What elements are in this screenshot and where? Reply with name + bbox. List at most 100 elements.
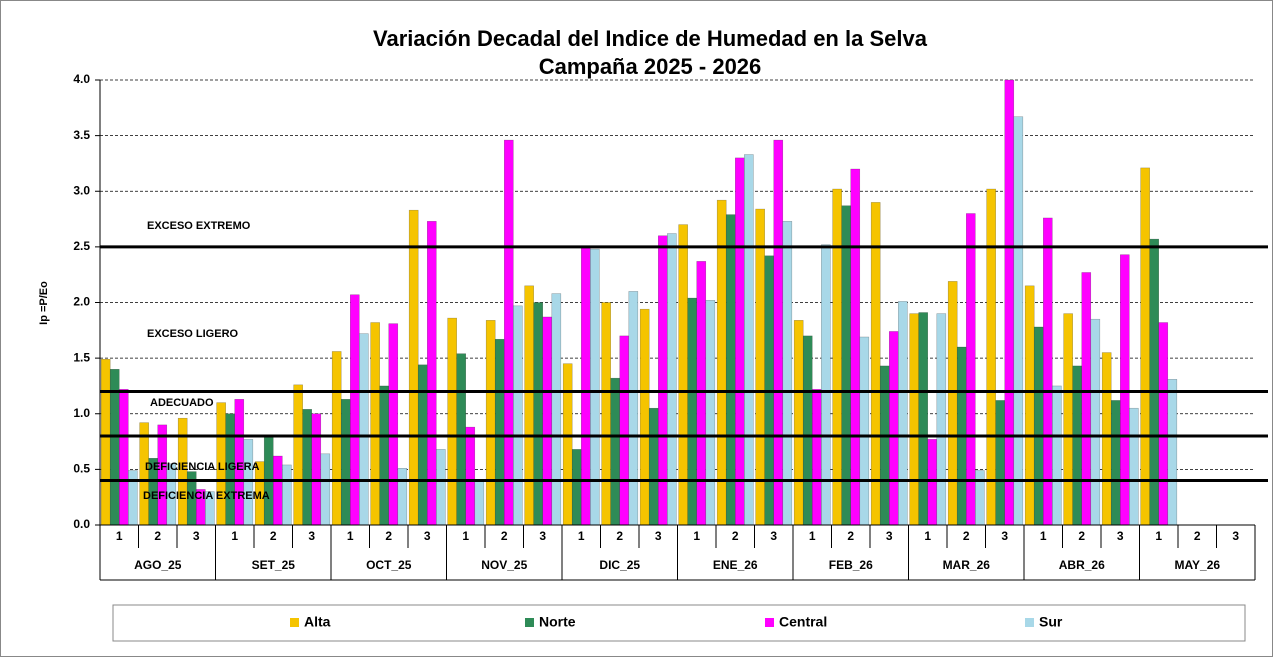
bar (1033, 326, 1044, 526)
bar (705, 300, 716, 526)
x-tick-label: 3 (424, 529, 431, 543)
legend-label: Central (779, 614, 827, 630)
x-tick-label: 1 (924, 529, 931, 543)
y-tick-label: 0.5 (73, 462, 90, 476)
bar (832, 188, 842, 526)
bar (601, 302, 611, 526)
bar (1024, 285, 1035, 526)
bar (456, 353, 467, 526)
bar (1081, 272, 1092, 526)
bar (802, 335, 813, 526)
bar (995, 400, 1006, 526)
x-tick-label: 1 (116, 529, 123, 543)
legend-label: Norte (539, 614, 576, 630)
bar (1167, 379, 1178, 526)
chart-title: Variación Decadal del Indice de Humedad … (373, 26, 928, 51)
bar (1101, 352, 1112, 526)
bar (139, 422, 149, 526)
bar (128, 470, 138, 526)
y-tick-label: 3.0 (73, 183, 90, 197)
bar (841, 205, 852, 526)
legend-swatch (290, 618, 299, 627)
x-tick-label: 1 (347, 529, 354, 543)
bar (936, 313, 947, 526)
group-label: ENE_26 (713, 558, 758, 572)
bar (397, 468, 408, 526)
bar (755, 208, 765, 526)
x-tick-label: 3 (308, 529, 315, 543)
group-label: NOV_25 (481, 558, 527, 572)
bar (696, 261, 707, 526)
bar (302, 409, 313, 526)
x-tick-label: 3 (770, 529, 777, 543)
bar (379, 385, 390, 526)
bar (1129, 407, 1139, 526)
bar (436, 449, 446, 526)
bar (975, 470, 985, 526)
x-tick-label: 3 (193, 529, 200, 543)
x-tick-label: 2 (847, 529, 854, 543)
x-tick-label: 1 (1040, 529, 1047, 543)
bar (542, 316, 553, 526)
group-label: SET_25 (252, 558, 296, 572)
bar (879, 365, 890, 526)
x-tick-label: 2 (501, 529, 508, 543)
bar (1090, 318, 1101, 526)
y-tick-label: 4.0 (73, 72, 90, 86)
bar (370, 322, 380, 526)
bar (1140, 167, 1150, 526)
bar (551, 293, 562, 526)
x-tick-label: 2 (270, 529, 277, 543)
group-label: AGO_25 (134, 558, 182, 572)
bar (966, 213, 976, 526)
x-tick-label: 1 (1155, 529, 1162, 543)
legend-label: Alta (304, 614, 331, 630)
bar (359, 333, 369, 526)
bar (947, 281, 958, 526)
bar (725, 214, 736, 526)
group-label: MAR_26 (943, 558, 991, 572)
bar (859, 336, 870, 526)
bar (773, 139, 784, 526)
legend-box (112, 604, 1246, 642)
bar (417, 364, 428, 526)
bar (927, 439, 938, 526)
bar (1120, 254, 1130, 526)
bar (918, 312, 929, 526)
x-tick-label: 2 (1078, 529, 1085, 543)
group-label: MAY_26 (1174, 558, 1220, 572)
bar (388, 323, 399, 526)
x-tick-label: 2 (963, 529, 970, 543)
bar (485, 320, 496, 526)
x-tick-label: 3 (886, 529, 893, 543)
group-label: FEB_26 (829, 558, 873, 572)
group-label: DIC_25 (599, 558, 640, 572)
bar (1149, 238, 1160, 526)
zone-label: DEFICIENCIA EXTREMA (143, 490, 270, 502)
bar (821, 244, 831, 526)
x-tick-label: 1 (578, 529, 585, 543)
bar (504, 139, 514, 526)
bar (100, 358, 111, 526)
bar (1158, 322, 1169, 526)
bar (986, 188, 996, 526)
bar (850, 168, 861, 526)
x-tick-label: 3 (1117, 529, 1124, 543)
y-tick-label: 1.5 (73, 350, 90, 364)
bar (744, 154, 754, 526)
bar (1013, 116, 1024, 526)
bar (610, 377, 621, 526)
y-tick-label: 2.0 (73, 295, 90, 309)
bar (533, 302, 544, 526)
bar (909, 313, 919, 526)
x-tick-label: 1 (231, 529, 238, 543)
bar (447, 317, 457, 526)
chart-subtitle: Campaña 2025 - 2026 (539, 54, 762, 79)
bar (581, 247, 591, 526)
x-tick-label: 3 (1232, 529, 1239, 543)
bar (1072, 365, 1083, 526)
y-tick-label: 0.0 (73, 517, 90, 531)
group-label: OCT_25 (366, 558, 412, 572)
y-tick-label: 1.0 (73, 406, 90, 420)
